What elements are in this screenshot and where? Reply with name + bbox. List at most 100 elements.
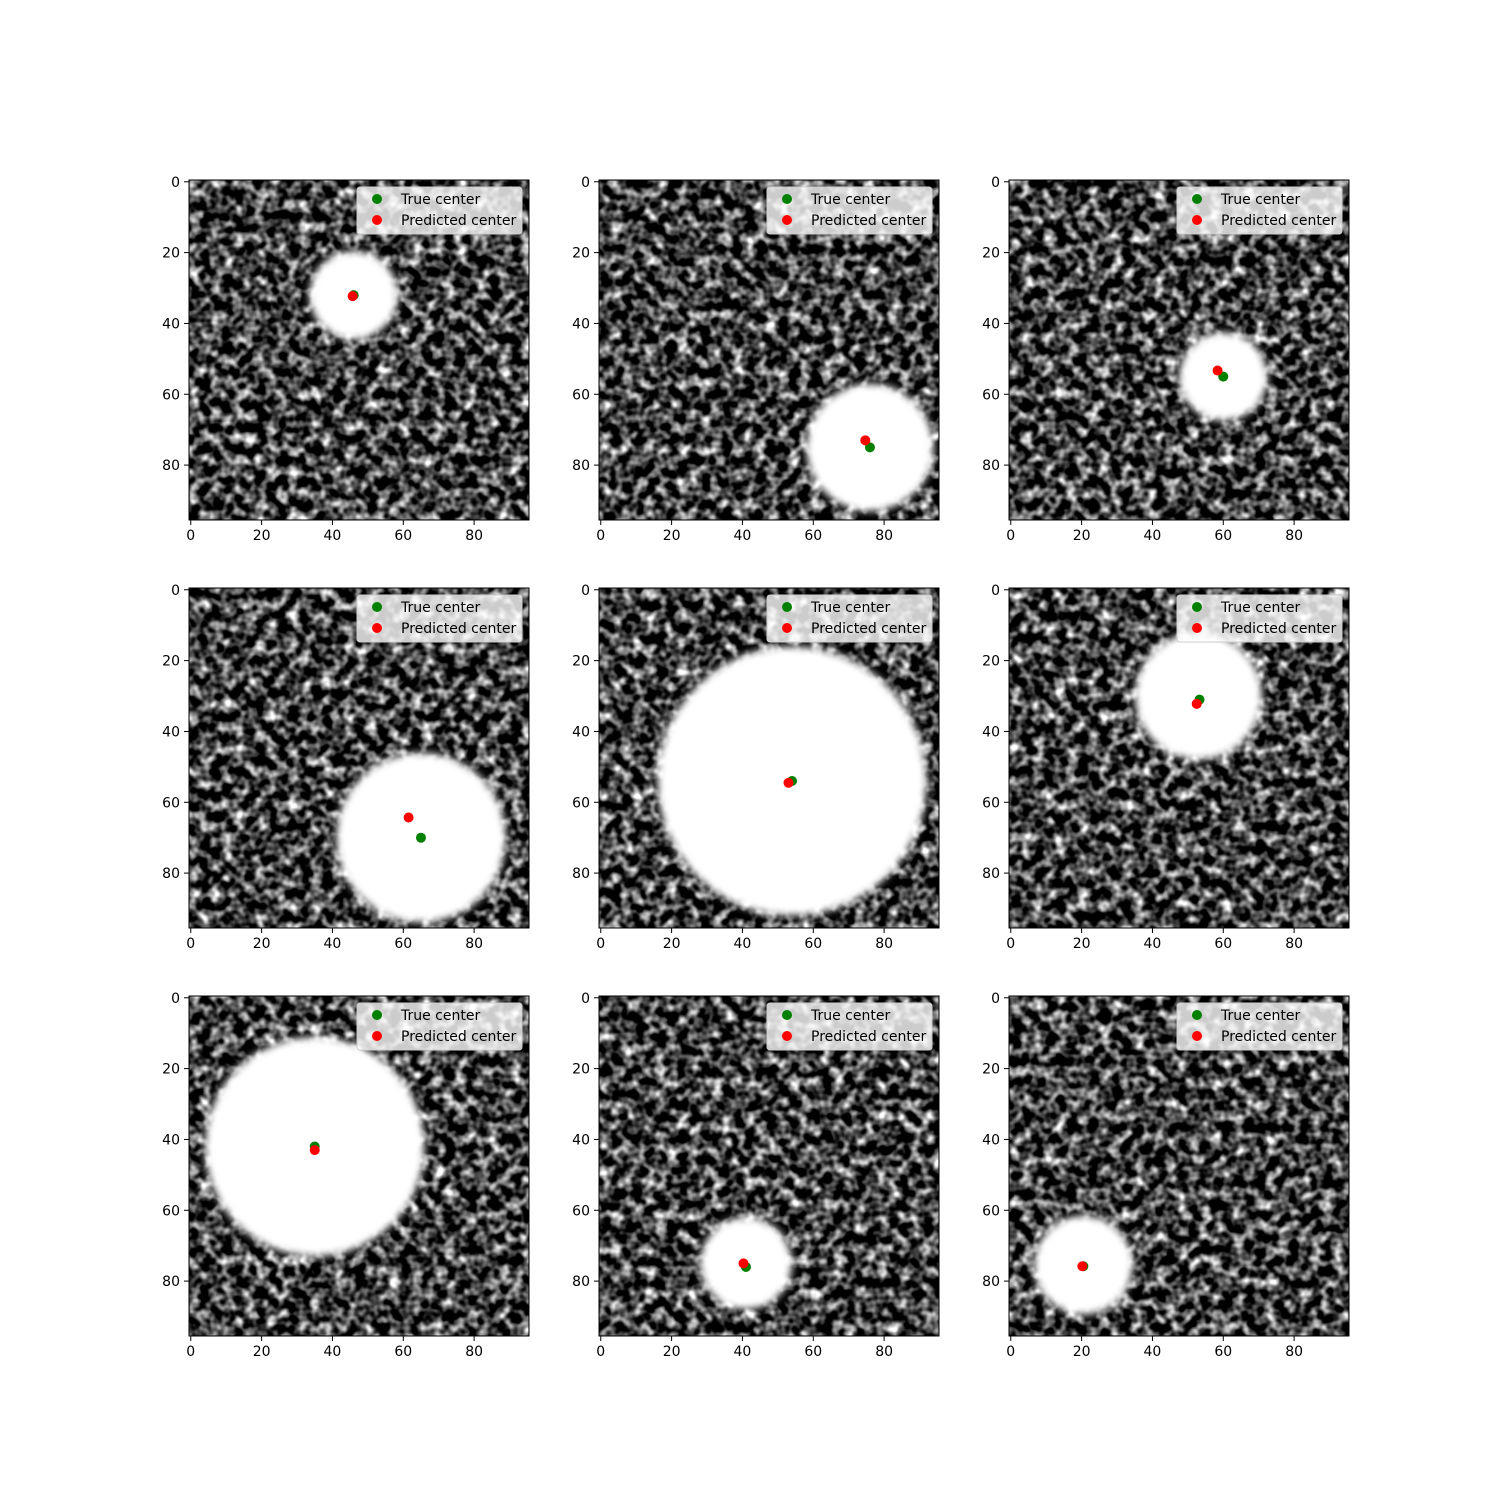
- y-tick-label: 80: [162, 458, 180, 474]
- legend-label: True center: [400, 600, 480, 616]
- legend-marker: [372, 1031, 382, 1041]
- legend-box: [356, 594, 523, 643]
- y-tick-label: 20: [982, 1062, 1000, 1078]
- axes-frame: [598, 995, 940, 1337]
- y-tick-label: 60: [162, 387, 180, 403]
- true-center-point: [864, 442, 875, 453]
- legend-marker: [372, 215, 382, 225]
- y-tick-label: 80: [982, 458, 1000, 474]
- x-tick-label: 20: [1073, 528, 1091, 544]
- y-tick-label: 80: [162, 1274, 180, 1290]
- y-tick-label: 60: [572, 795, 590, 811]
- x-tick-label: 20: [663, 1344, 681, 1360]
- legend-label: True center: [400, 192, 480, 208]
- y-tick-label: 60: [982, 1203, 1000, 1219]
- legend-label: Predicted center: [811, 621, 926, 637]
- legend-box: [766, 1002, 933, 1051]
- x-tick-label: 0: [1006, 528, 1015, 544]
- x-tick-label: 60: [804, 528, 822, 544]
- legend: True center Predicted center: [1176, 594, 1343, 643]
- predicted-center-point: [1212, 365, 1223, 376]
- y-tick-label: 60: [572, 387, 590, 403]
- legend-marker: [1192, 1031, 1202, 1041]
- legend-label: Predicted center: [811, 213, 926, 229]
- x-tick-label: 80: [465, 936, 483, 952]
- y-tick-label: 40: [572, 316, 590, 332]
- y-tick-label: 80: [572, 458, 590, 474]
- legend-label: True center: [1220, 1008, 1300, 1024]
- panel-2: 0 20 40 60 80 0 20 40 60 80 True center Predicted c…: [572, 175, 940, 544]
- predicted-center-point: [1191, 698, 1202, 709]
- image-noise: [1009, 180, 1349, 520]
- legend-label: True center: [810, 192, 890, 208]
- y-tick-label: 0: [171, 175, 180, 191]
- x-tick-label: 60: [1214, 936, 1232, 952]
- legend-marker: [1192, 194, 1202, 204]
- x-tick-label: 60: [1214, 528, 1232, 544]
- legend: True center Predicted center: [1176, 1002, 1343, 1051]
- legend-label: Predicted center: [1221, 213, 1336, 229]
- predicted-center-point: [783, 777, 794, 788]
- x-tick-label: 80: [1285, 528, 1303, 544]
- legend-box: [1176, 594, 1343, 643]
- x-tick-label: 80: [465, 1344, 483, 1360]
- y-tick-label: 0: [581, 175, 590, 191]
- legend-marker: [782, 602, 792, 612]
- legend-marker: [782, 623, 792, 633]
- x-tick-label: 80: [875, 936, 893, 952]
- y-tick-label: 0: [581, 583, 590, 599]
- axes-frame: [598, 179, 940, 521]
- y-tick-label: 20: [162, 654, 180, 670]
- x-tick-label: 80: [465, 528, 483, 544]
- y-tick-label: 0: [581, 991, 590, 1007]
- x-tick-label: 0: [596, 1344, 605, 1360]
- legend-label: True center: [810, 600, 890, 616]
- y-tick-label: 20: [982, 654, 1000, 670]
- y-tick-label: 80: [982, 1274, 1000, 1290]
- y-tick-label: 40: [572, 1132, 590, 1148]
- legend: True center Predicted center: [766, 186, 933, 235]
- legend-marker: [372, 602, 382, 612]
- axes-frame: [188, 587, 530, 929]
- axes-frame: [598, 587, 940, 929]
- y-tick-label: 60: [982, 795, 1000, 811]
- panel-3: 0 20 40 60 80 0 20 40 60 80 True center Predicted c…: [982, 175, 1350, 544]
- legend-label: Predicted center: [401, 1029, 516, 1045]
- x-tick-label: 20: [253, 1344, 271, 1360]
- legend-label: True center: [1220, 192, 1300, 208]
- x-tick-label: 40: [324, 936, 342, 952]
- x-tick-label: 40: [324, 528, 342, 544]
- legend-label: Predicted center: [1221, 1029, 1336, 1045]
- y-tick-label: 40: [162, 724, 180, 740]
- y-tick-label: 0: [171, 583, 180, 599]
- legend-marker: [1192, 623, 1202, 633]
- predicted-center-point: [738, 1258, 749, 1269]
- predicted-center-point: [403, 812, 414, 823]
- x-tick-label: 80: [875, 528, 893, 544]
- y-tick-label: 40: [982, 316, 1000, 332]
- legend: True center Predicted center: [766, 594, 933, 643]
- legend-label: Predicted center: [401, 621, 516, 637]
- legend-marker: [1192, 215, 1202, 225]
- panel-6: 0 20 40 60 80 0 20 40 60 80 True center Predicted c…: [982, 583, 1350, 952]
- x-tick-label: 40: [1144, 936, 1162, 952]
- legend-marker: [1192, 602, 1202, 612]
- x-tick-label: 60: [1214, 1344, 1232, 1360]
- axes-frame: [1008, 179, 1350, 521]
- y-tick-label: 20: [982, 246, 1000, 262]
- legend-marker: [782, 1031, 792, 1041]
- predicted-center-point: [347, 291, 358, 302]
- x-tick-label: 80: [1285, 936, 1303, 952]
- x-tick-label: 60: [804, 1344, 822, 1360]
- y-tick-label: 80: [572, 866, 590, 882]
- axes-frame: [1008, 995, 1350, 1337]
- predicted-center-point: [1077, 1261, 1088, 1272]
- x-tick-label: 60: [394, 1344, 412, 1360]
- legend-marker: [372, 1010, 382, 1020]
- y-tick-label: 80: [982, 866, 1000, 882]
- y-tick-label: 0: [991, 583, 1000, 599]
- y-tick-label: 40: [572, 724, 590, 740]
- legend-box: [356, 1002, 523, 1051]
- x-tick-label: 0: [186, 1344, 195, 1360]
- image-noise: [189, 180, 529, 520]
